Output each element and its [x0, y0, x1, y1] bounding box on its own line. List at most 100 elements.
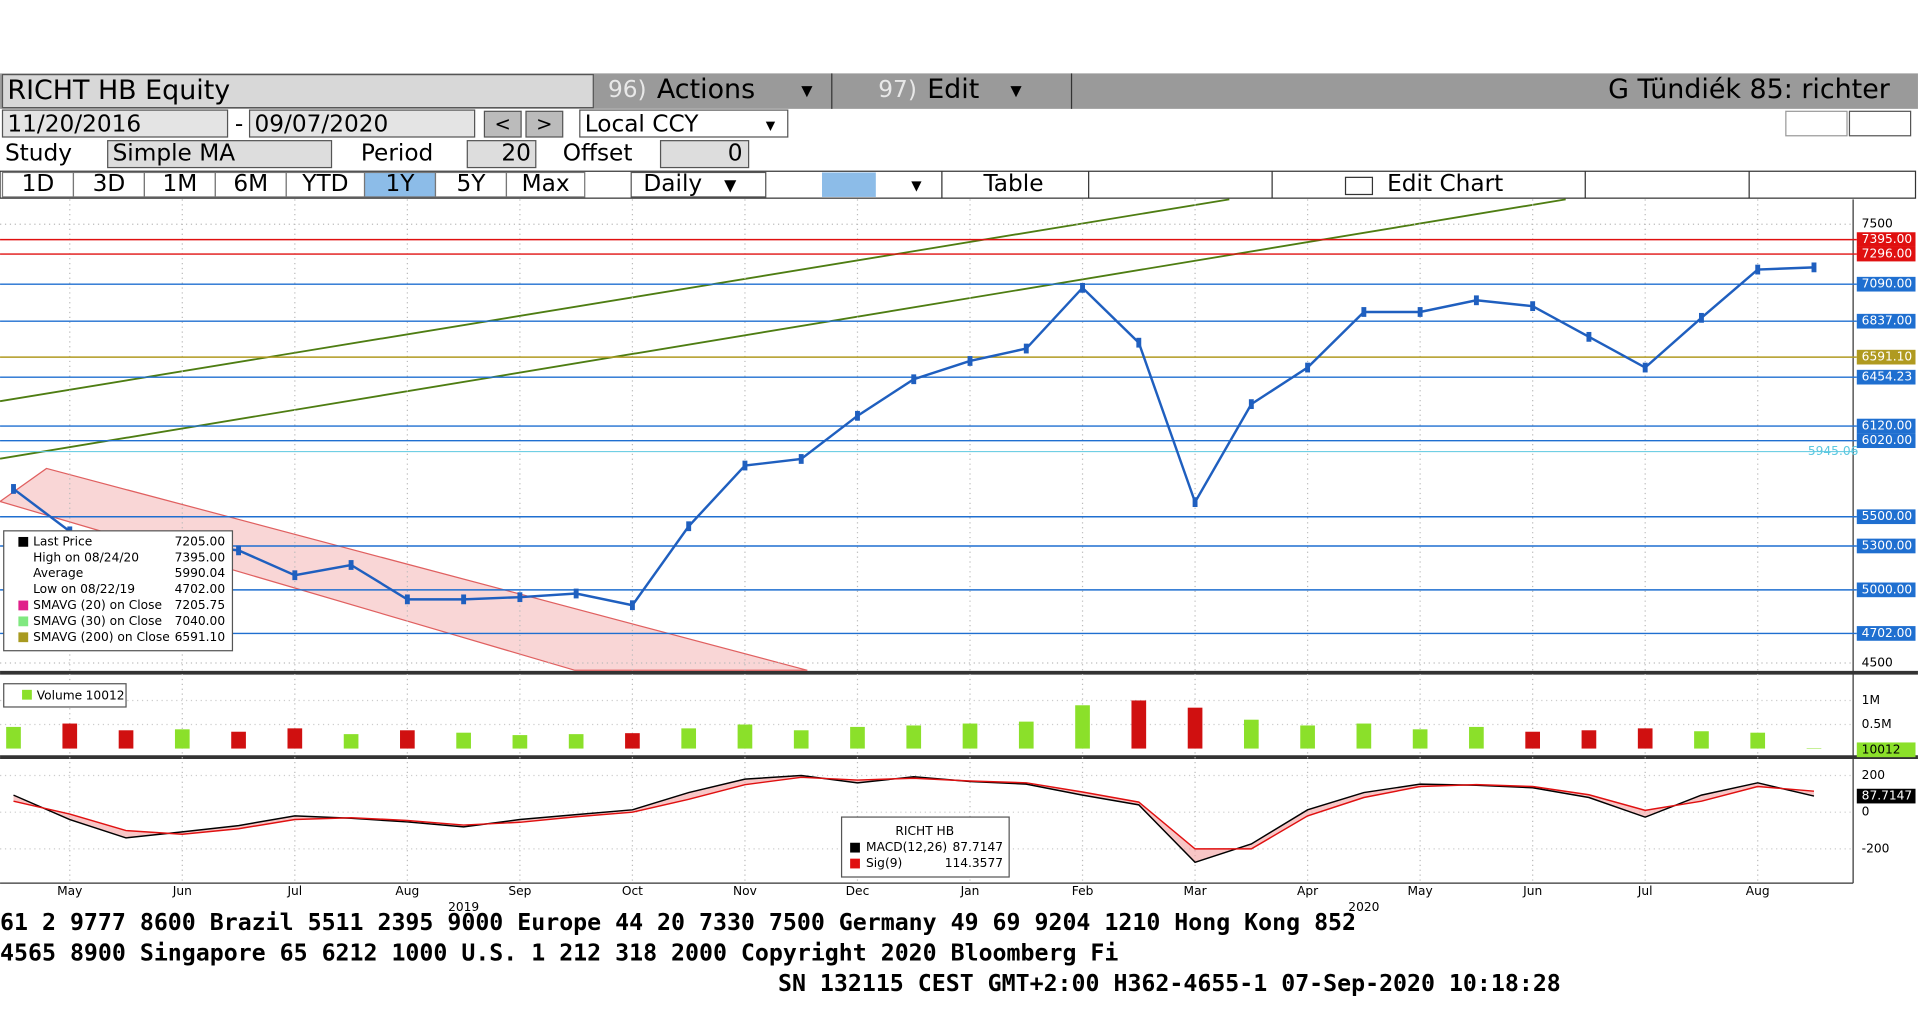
range-label: YTD [301, 170, 348, 197]
plot: May Jun Jul Aug Sep Oct Nov Dec Jan Feb Mar Apr May J… [0, 199, 1916, 914]
level-label: 6454.23 [1862, 370, 1913, 384]
volume-bar [625, 733, 640, 749]
range-button[interactable] [1, 171, 75, 198]
x-tick-label: Jun [1522, 884, 1542, 898]
candle [1586, 331, 1592, 342]
macd-last-label: 87.7147 [1862, 789, 1913, 803]
candle [967, 356, 973, 366]
macd-line [13, 776, 1815, 850]
prev-button[interactable] [483, 110, 522, 138]
frequency-box[interactable] [630, 171, 767, 198]
level-label-box [1856, 433, 1916, 449]
security-box[interactable] [1, 74, 594, 109]
candle [236, 545, 242, 556]
range-label: 1Y [386, 170, 416, 197]
undo-button[interactable] [1785, 110, 1848, 137]
volume-bar [1637, 728, 1653, 749]
currency-box[interactable] [579, 109, 789, 138]
next-button[interactable] [525, 110, 564, 138]
macd-last-box [1856, 788, 1916, 804]
volume-bar [1694, 731, 1709, 749]
volume-bar [343, 734, 359, 749]
level-label: 6020.00 [1862, 433, 1913, 447]
volume-bar [118, 730, 134, 749]
level-label: 6120.00 [1862, 419, 1913, 433]
start-date: 11/20/2016 [7, 110, 141, 137]
macd-legend-swatch [850, 842, 860, 853]
table-button[interactable]: Table [982, 170, 1043, 197]
study-box[interactable] [107, 140, 333, 169]
edit-num: 97) [878, 76, 917, 103]
range-buttons: 1D 3D 1M 6M YTD 1Y 5Y Max [1, 170, 586, 198]
volume-legend-value: 10012 [86, 688, 125, 702]
dash: - [235, 110, 243, 137]
range-button[interactable] [143, 171, 216, 198]
legend-label: High on 08/24/20 [33, 550, 139, 564]
candle [1192, 497, 1198, 507]
candle [1755, 264, 1761, 275]
range-label: 3D [93, 170, 126, 197]
level-label: 7395.00 [1862, 232, 1913, 246]
legend: Last Price 7205.00 High on 08/24/20 7395.00… [18, 534, 226, 644]
legend-value: 7395.00 [175, 550, 226, 564]
volume-bar [174, 729, 190, 749]
volume-bar [1581, 730, 1597, 749]
volume-bar [1750, 732, 1766, 749]
candle [1023, 343, 1029, 354]
level-label-box [1856, 582, 1916, 598]
candle [1305, 362, 1311, 373]
legend-label: SMAVG (30) on Close [33, 614, 162, 628]
volume-bar [850, 726, 865, 749]
volume-bar [287, 728, 303, 749]
year-label: 2019 [448, 900, 479, 914]
level-label-box [1856, 509, 1916, 525]
candle [1642, 362, 1648, 373]
redo-button[interactable] [1848, 110, 1912, 137]
period-label: Period [361, 140, 433, 167]
x-tick-label: Sep [508, 884, 531, 898]
end-date: 09/07/2020 [254, 110, 388, 137]
volume-bar [400, 730, 415, 749]
ticker-line: 61 2 9777 8600 Brazil 5511 2395 9000 Eur… [0, 909, 1356, 936]
candle [348, 560, 354, 570]
period-box[interactable] [466, 140, 537, 169]
range-button[interactable] [285, 171, 366, 198]
candle [742, 460, 748, 471]
legend-value: 5990.04 [175, 566, 226, 580]
security: RICHT HB Equity [7, 75, 230, 106]
level-label-box [1856, 246, 1916, 262]
start-date-box[interactable] [1, 109, 229, 138]
range-label: Max [522, 170, 570, 197]
volume-tick-label: 1M [1862, 693, 1880, 707]
offset-box[interactable] [659, 140, 750, 169]
volume-bar [793, 730, 809, 749]
x-tick-label: Nov [733, 884, 757, 898]
volume-bar [1243, 719, 1259, 749]
range-label: 6M [233, 170, 268, 197]
candle [11, 484, 16, 494]
chart-type-button[interactable] [822, 172, 876, 197]
edit-chart-button[interactable]: Edit Chart [1387, 170, 1503, 197]
range-button[interactable] [505, 171, 586, 198]
volume-bar [1018, 721, 1034, 749]
page-title: G Tündiék 85: richter [1608, 74, 1891, 105]
x-tick-label: Feb [1072, 884, 1094, 898]
macd-legend-name: MACD(12,26) [866, 840, 947, 854]
level-label: 6837.00 [1862, 314, 1913, 328]
legend-label: SMAVG (20) on Close [33, 598, 162, 612]
candle [292, 570, 298, 581]
legend-box [3, 530, 234, 652]
edit-button[interactable]: Edit [927, 74, 979, 105]
legend-label: Last Price [33, 534, 92, 548]
legend-value: 7205.00 [175, 534, 226, 548]
end-date-box[interactable] [248, 109, 476, 138]
range-button[interactable] [363, 171, 437, 198]
legend-value: 7205.75 [175, 598, 226, 612]
x-tick-label: Mar [1184, 884, 1208, 898]
level-label: 7090.00 [1862, 277, 1913, 291]
volume-swatch [22, 689, 32, 700]
level-label: 6591.10 [1862, 350, 1913, 364]
actions-button[interactable]: Actions [657, 74, 755, 105]
candle [798, 454, 804, 464]
